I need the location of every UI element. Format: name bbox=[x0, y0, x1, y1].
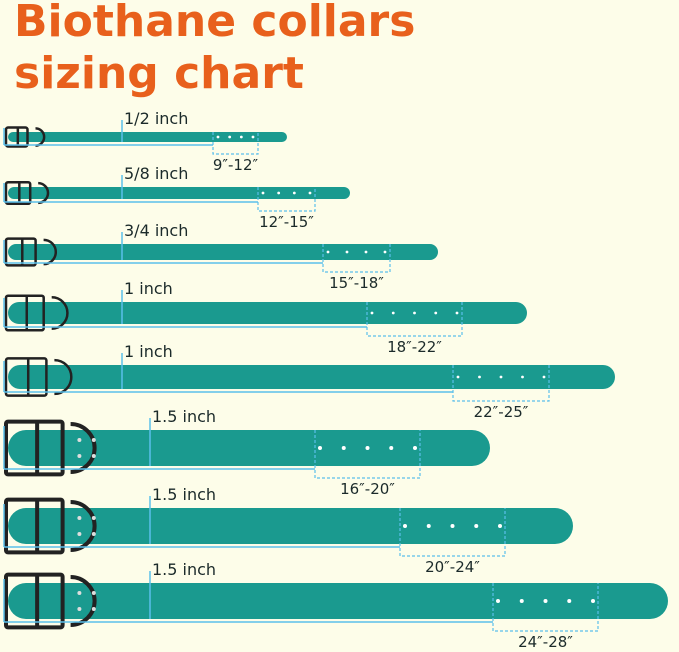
d-ring bbox=[70, 500, 97, 552]
hole bbox=[383, 250, 387, 254]
hole bbox=[391, 311, 395, 315]
hole bbox=[261, 191, 265, 195]
range-bracket bbox=[366, 302, 463, 337]
hole bbox=[326, 250, 330, 254]
rivet bbox=[91, 516, 96, 520]
range-label: 22″-25″ bbox=[474, 403, 529, 421]
range-label: 16″-20″ bbox=[340, 480, 395, 498]
rivet bbox=[77, 516, 82, 520]
strap bbox=[8, 430, 490, 466]
range-bracket bbox=[257, 187, 316, 212]
width-label: 1.5 inch bbox=[152, 560, 216, 579]
rivet bbox=[77, 454, 82, 458]
hole bbox=[370, 311, 374, 315]
strap bbox=[8, 244, 438, 260]
range-bracket bbox=[492, 583, 599, 632]
hole bbox=[413, 446, 417, 450]
hole bbox=[413, 311, 416, 315]
hole bbox=[498, 524, 502, 528]
hole bbox=[542, 375, 546, 379]
width-label: 5/8 inch bbox=[124, 164, 188, 183]
hole bbox=[228, 135, 232, 139]
hole bbox=[345, 250, 349, 254]
hole bbox=[450, 524, 455, 528]
buckle bbox=[4, 572, 65, 630]
buckle bbox=[4, 237, 37, 267]
hole bbox=[519, 599, 524, 603]
hole bbox=[434, 311, 438, 315]
width-label: 1 inch bbox=[124, 342, 173, 361]
range-label: 20″-24″ bbox=[425, 558, 480, 576]
d-ring bbox=[70, 422, 97, 474]
hole bbox=[403, 524, 407, 528]
range-label: 15″-18″ bbox=[329, 274, 384, 292]
hole bbox=[389, 446, 394, 450]
range-label: 18″-22″ bbox=[387, 338, 442, 356]
range-bracket bbox=[212, 132, 259, 155]
width-label: 1.5 inch bbox=[152, 407, 216, 426]
hole bbox=[251, 135, 255, 139]
range-label: 12″-15″ bbox=[259, 213, 314, 231]
rivet bbox=[91, 454, 96, 458]
strap bbox=[8, 302, 527, 324]
width-label: 3/4 inch bbox=[124, 221, 188, 240]
rivet bbox=[91, 532, 96, 536]
hole bbox=[318, 446, 322, 450]
buckle bbox=[4, 294, 45, 332]
strap bbox=[8, 583, 668, 619]
hole bbox=[521, 375, 524, 379]
range-bracket bbox=[452, 365, 550, 402]
strap bbox=[8, 132, 287, 142]
hole bbox=[591, 599, 595, 603]
hole bbox=[567, 599, 572, 603]
d-ring bbox=[70, 575, 97, 627]
hole bbox=[426, 524, 431, 528]
hole bbox=[455, 311, 459, 315]
range-label: 24″-28″ bbox=[518, 633, 573, 651]
hole bbox=[364, 250, 368, 254]
hole bbox=[496, 599, 500, 603]
width-label: 1/2 inch bbox=[124, 109, 188, 128]
rivet bbox=[91, 607, 96, 611]
range-label: 9″-12″ bbox=[213, 156, 259, 174]
hole bbox=[216, 135, 220, 139]
range-bracket bbox=[399, 508, 506, 557]
hole bbox=[499, 375, 503, 379]
rivet bbox=[77, 607, 82, 611]
hole bbox=[474, 524, 479, 528]
rivet bbox=[91, 438, 96, 442]
hole bbox=[308, 191, 312, 195]
hole bbox=[365, 446, 370, 450]
hole bbox=[292, 191, 296, 195]
hole bbox=[341, 446, 346, 450]
rivet bbox=[91, 591, 96, 595]
buckle bbox=[4, 497, 65, 555]
width-label: 1.5 inch bbox=[152, 485, 216, 504]
hole bbox=[277, 191, 281, 195]
rivet bbox=[77, 532, 82, 536]
rivet bbox=[77, 438, 82, 442]
strap bbox=[8, 365, 615, 389]
buckle bbox=[4, 419, 65, 477]
hole bbox=[478, 375, 481, 379]
hole bbox=[456, 375, 460, 379]
buckle bbox=[4, 357, 48, 397]
hole bbox=[543, 599, 548, 603]
width-label: 1 inch bbox=[124, 279, 173, 298]
hole bbox=[239, 135, 243, 139]
strap bbox=[8, 187, 350, 199]
range-bracket bbox=[322, 244, 391, 273]
range-bracket bbox=[314, 430, 421, 479]
rivet bbox=[77, 591, 82, 595]
title-line: sizing chart bbox=[14, 48, 304, 99]
title-line: Biothane collars bbox=[14, 0, 415, 47]
